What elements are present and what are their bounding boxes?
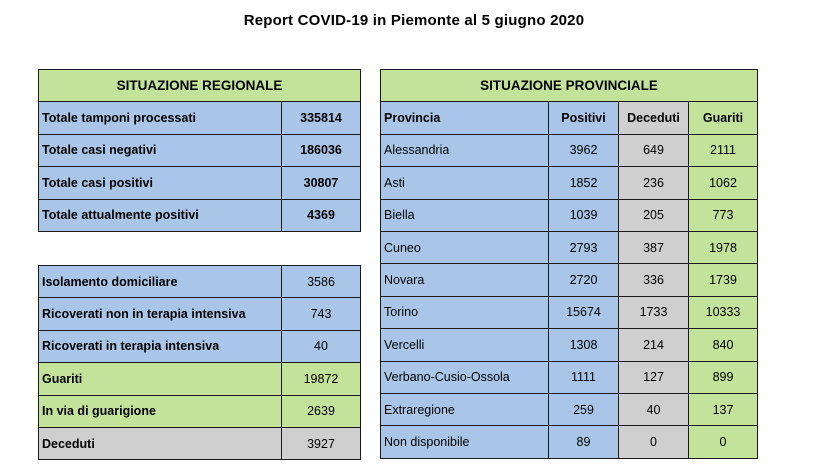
guariti-value: 1739 — [687, 263, 759, 297]
provincial-header: SITUAZIONE PROVINCIALE — [379, 68, 759, 103]
row-value: 19872 — [281, 362, 361, 396]
row-label: Totale tamponi processati — [38, 101, 282, 135]
positivi-value: 1039 — [548, 198, 619, 232]
table-row: Totale casi negativi 186036 — [38, 133, 362, 168]
province-name: Extraregione — [380, 392, 549, 427]
province-name: Biella — [380, 198, 549, 232]
row-value: 4369 — [280, 198, 362, 232]
table-row: Guariti 19872 — [38, 362, 361, 396]
deceduti-value: 0 — [618, 425, 689, 459]
province-name: Verbano-Cusio-Ossola — [380, 360, 549, 394]
row-label: Ricoverati in terapia intensiva — [38, 329, 282, 364]
row-label: In via di guarigione — [38, 394, 282, 428]
deceduti-value: 214 — [618, 328, 689, 362]
row-label: Totale attualmente positivi — [38, 198, 282, 232]
guariti-value: 1978 — [687, 230, 759, 265]
guariti-value: 2111 — [687, 133, 759, 168]
row-label: Deceduti — [38, 426, 282, 461]
column-header-provincia: Provincia — [380, 101, 549, 135]
row-label: Guariti — [38, 362, 282, 396]
row-value: 3927 — [281, 426, 361, 461]
row-label: Ricoverati non in terapia intensiva — [38, 297, 282, 331]
positivi-value: 2720 — [548, 263, 619, 297]
regional-summary-table: SITUAZIONE REGIONALE Totale tamponi proc… — [37, 68, 362, 232]
positivi-value: 3962 — [548, 133, 619, 168]
deceduti-value: 40 — [618, 392, 689, 427]
deceduti-value: 1733 — [618, 295, 689, 330]
table-row: Vercelli 1308 214 840 — [380, 328, 759, 362]
regional-header: SITUAZIONE REGIONALE — [37, 68, 362, 103]
table-row: Asti 1852 236 1062 — [380, 166, 759, 200]
table-row: Isolamento domiciliare 3586 — [38, 264, 361, 299]
positivi-value: 1111 — [548, 360, 619, 394]
table-row: Novara 2720 336 1739 — [380, 263, 759, 297]
table-row: Verbano-Cusio-Ossola 1111 127 899 — [380, 360, 759, 394]
table-row: Ricoverati in terapia intensiva 40 — [38, 329, 361, 364]
guariti-value: 137 — [687, 392, 759, 427]
row-value: 186036 — [280, 133, 362, 168]
column-header-row: Provincia Positivi Deceduti Guariti — [380, 101, 759, 135]
guariti-value: 1062 — [687, 166, 759, 200]
deceduti-value: 205 — [618, 198, 689, 232]
provincial-table: SITUAZIONE PROVINCIALE Provincia Positiv… — [379, 68, 759, 459]
column-header-deceduti: Deceduti — [618, 101, 689, 135]
deceduti-value: 127 — [618, 360, 689, 394]
table-row: Cuneo 2793 387 1978 — [380, 230, 759, 265]
province-name: Torino — [380, 295, 549, 330]
table-row: Totale attualmente positivi 4369 — [38, 198, 362, 232]
row-value: 2639 — [281, 394, 361, 428]
positivi-value: 89 — [548, 425, 619, 459]
province-name: Novara — [380, 263, 549, 297]
table-row: Biella 1039 205 773 — [380, 198, 759, 232]
row-label: Totale casi negativi — [38, 133, 282, 168]
deceduti-value: 387 — [618, 230, 689, 265]
row-value: 3586 — [281, 264, 361, 299]
table-row: Extraregione 259 40 137 — [380, 392, 759, 427]
row-value: 335814 — [280, 101, 362, 135]
province-name: Non disponibile — [380, 425, 549, 459]
deceduti-value: 336 — [618, 263, 689, 297]
deceduti-value: 236 — [618, 166, 689, 200]
positivi-value: 2793 — [548, 230, 619, 265]
column-header-positivi: Positivi — [548, 101, 619, 135]
province-name: Vercelli — [380, 328, 549, 362]
positivi-value: 1852 — [548, 166, 619, 200]
regional-detail-table: Isolamento domiciliare 3586 Ricoverati n… — [38, 264, 361, 461]
province-name: Asti — [380, 166, 549, 200]
positivi-value: 15674 — [548, 295, 619, 330]
table-row: Non disponibile 89 0 0 — [380, 425, 759, 459]
guariti-value: 773 — [687, 198, 759, 232]
row-value: 40 — [281, 329, 361, 364]
guariti-value: 10333 — [687, 295, 759, 330]
row-label: Totale casi positivi — [38, 166, 282, 200]
row-label: Isolamento domiciliare — [38, 264, 282, 299]
guariti-value: 899 — [687, 360, 759, 394]
guariti-value: 0 — [687, 425, 759, 459]
table-row: Torino 15674 1733 10333 — [380, 295, 759, 330]
positivi-value: 1308 — [548, 328, 619, 362]
province-name: Alessandria — [380, 133, 549, 168]
deceduti-value: 649 — [618, 133, 689, 168]
table-row: Deceduti 3927 — [38, 426, 361, 461]
table-row: Ricoverati non in terapia intensiva 743 — [38, 297, 361, 331]
page-title: Report COVID-19 in Piemonte al 5 giugno … — [243, 12, 585, 29]
provincial-table-body: Alessandria 3962 649 2111 Asti 1852 236 1062 Bie… — [380, 133, 759, 459]
column-header-guariti: Guariti — [687, 101, 759, 135]
province-name: Cuneo — [380, 230, 549, 265]
table-row: Totale casi positivi 30807 — [38, 166, 362, 200]
guariti-value: 840 — [687, 328, 759, 362]
table-row: Alessandria 3962 649 2111 — [380, 133, 759, 168]
row-value: 30807 — [280, 166, 362, 200]
table-row: In via di guarigione 2639 — [38, 394, 361, 428]
table-row: Totale tamponi processati 335814 — [38, 101, 362, 135]
positivi-value: 259 — [548, 392, 619, 427]
row-value: 743 — [281, 297, 361, 331]
